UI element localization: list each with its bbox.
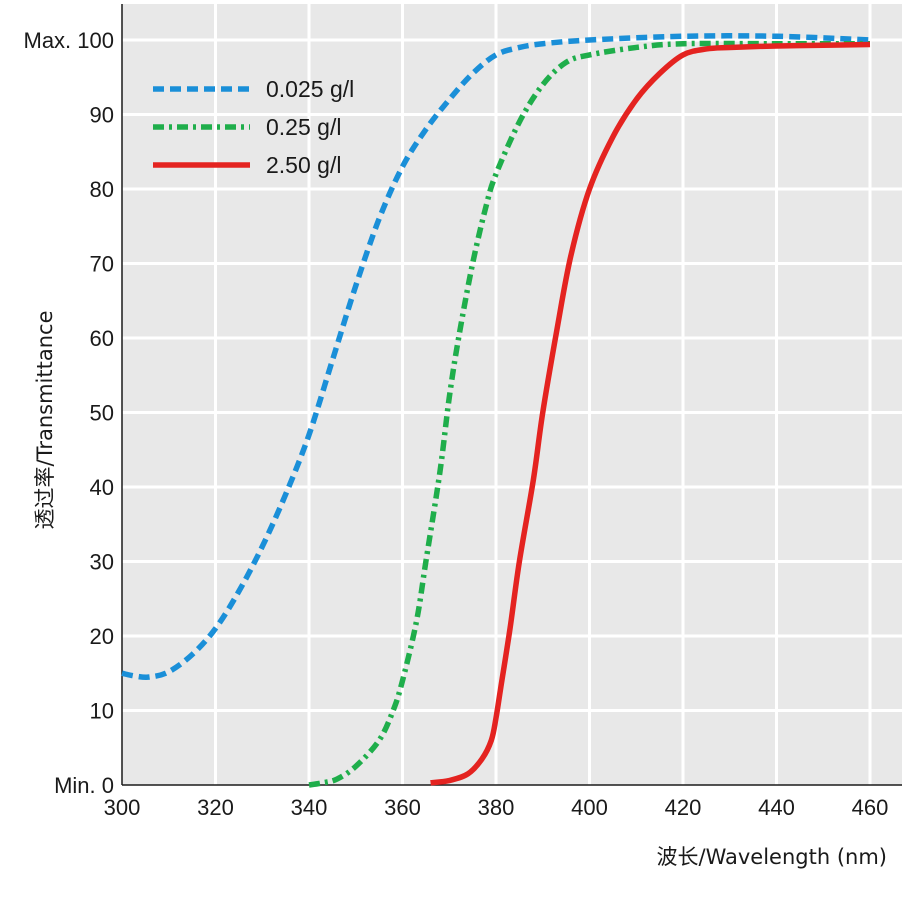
x-tick-label: 440 — [758, 795, 795, 820]
series-line-2 — [308, 40, 870, 788]
x-tick-label: 380 — [478, 795, 515, 820]
x-axis-label: 波长/Wavelength (nm) — [657, 845, 887, 869]
y-tick-label: 70 — [90, 252, 114, 277]
x-axis-ticks: 300 320 340 360 380 400 420 440 460 — [104, 795, 889, 820]
y-axis-ticks: Min. 0 10 20 30 40 50 60 70 80 90 Max. 100 — [24, 28, 115, 798]
x-tick-label: 420 — [665, 795, 702, 820]
y-tick-label: 50 — [90, 401, 114, 426]
x-tick-label: 320 — [197, 795, 234, 820]
legend-label-3: 2.50 g/l — [266, 152, 341, 178]
legend: 0.025 g/l 0.25 g/l 2.50 g/l — [153, 76, 354, 178]
legend-label-2: 0.25 g/l — [266, 114, 341, 140]
y-tick-label: Min. 0 — [54, 773, 114, 798]
x-tick-label: 300 — [104, 795, 141, 820]
x-tick-label: 340 — [291, 795, 328, 820]
x-tick-label: 460 — [852, 795, 889, 820]
legend-label-1: 0.025 g/l — [266, 76, 354, 102]
y-tick-label: 60 — [90, 326, 114, 351]
y-axis-label: 透过率/Transmittance — [33, 311, 57, 530]
x-tick-label: 360 — [384, 795, 421, 820]
y-tick-label: Max. 100 — [24, 28, 115, 53]
y-tick-label: 80 — [90, 177, 114, 202]
y-tick-label: 10 — [90, 699, 114, 724]
series-line-1 — [121, 33, 871, 681]
series-group — [121, 33, 871, 788]
y-tick-label: 40 — [90, 475, 114, 500]
series-line-3 — [430, 41, 871, 786]
y-tick-label: 90 — [90, 103, 114, 128]
plot-background — [122, 4, 902, 785]
y-tick-label: 20 — [90, 624, 114, 649]
x-tick-label: 400 — [571, 795, 608, 820]
y-tick-label: 30 — [90, 550, 114, 575]
